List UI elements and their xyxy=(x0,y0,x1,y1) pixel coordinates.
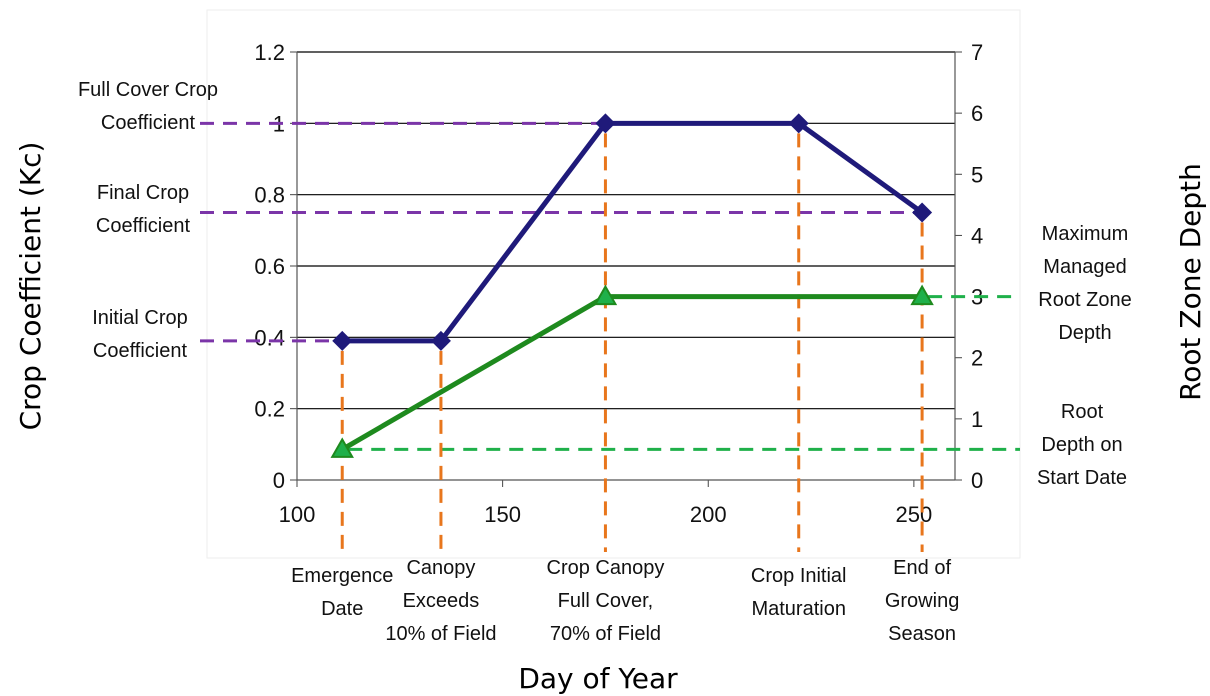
reference-label: Maximum Managed Root Zone Depth xyxy=(1038,223,1131,344)
reference-label-text: Full Cover Crop Coefficient xyxy=(78,79,218,134)
label-line: Date xyxy=(321,598,363,620)
label-line: Emergence xyxy=(291,565,393,587)
y2-axis-title: Root Zone Depth xyxy=(1174,163,1207,401)
label-line: Final Crop xyxy=(97,182,189,204)
label-line: Maturation xyxy=(751,598,846,620)
x-tick-label: 250 xyxy=(896,502,933,527)
label-line: Initial Crop xyxy=(92,307,188,329)
label-line: Crop Initial xyxy=(751,565,847,587)
label-line: Full Cover, xyxy=(558,590,654,612)
annotations: Full Cover Crop Coefficient Final Crop Coef… xyxy=(78,79,1132,645)
label-line: End of xyxy=(893,557,951,579)
label-line: Crop Canopy xyxy=(547,557,665,579)
stage-lines xyxy=(340,133,924,552)
label-line: Coefficient xyxy=(93,340,188,362)
label-line: Managed xyxy=(1043,256,1126,278)
data-point-diamond xyxy=(595,113,616,134)
label-line: Canopy xyxy=(406,557,475,579)
label-line: Coefficient xyxy=(101,112,196,134)
label-line: Coefficient xyxy=(96,215,191,237)
x-axis-title: Day of Year xyxy=(518,662,678,695)
data-point-diamond xyxy=(430,330,451,351)
y-tick-label: 0 xyxy=(273,468,285,493)
label-line: Growing xyxy=(885,590,959,612)
tick-labels: 00.20.40.60.811.201234567100150200250 xyxy=(254,40,983,527)
reference-label: Root Depth on Start Date xyxy=(1037,401,1127,489)
y2-tick-label: 6 xyxy=(971,101,983,126)
label-line: Depth xyxy=(1058,322,1111,344)
reference-label: Initial Crop Coefficient xyxy=(92,307,188,362)
y-tick-label: 0.2 xyxy=(254,397,285,422)
reference-label-text: Root Depth on Start Date xyxy=(1037,401,1127,489)
label-line: 70% of Field xyxy=(550,623,661,645)
data-point-triangle xyxy=(593,284,618,306)
y2-tick-label: 4 xyxy=(971,223,983,248)
stage-label: Canopy Exceeds 10% of Field xyxy=(385,557,496,645)
reference-label: Full Cover Crop Coefficient xyxy=(78,79,218,134)
stage-label: Crop Initial Maturation xyxy=(751,565,847,620)
reference-label-text: Maximum Managed Root Zone Depth xyxy=(1038,223,1131,344)
stage-label: Crop Canopy Full Cover, 70% of Field xyxy=(547,557,665,645)
label-line: Maximum xyxy=(1042,223,1129,245)
data-point-diamond xyxy=(332,330,353,351)
reference-lines xyxy=(200,121,1020,451)
reference-label-text: Final Crop Coefficient xyxy=(96,182,191,237)
y-tick-label: 0.6 xyxy=(254,254,285,279)
y2-tick-label: 5 xyxy=(971,162,983,187)
y2-tick-label: 7 xyxy=(971,40,983,65)
label-line: Depth on xyxy=(1041,434,1122,456)
label-line: Root xyxy=(1061,401,1104,423)
label-line: Full Cover Crop xyxy=(78,79,218,101)
data-point-triangle xyxy=(330,437,354,458)
label-line: 10% of Field xyxy=(385,623,496,645)
reference-label: Final Crop Coefficient xyxy=(96,182,191,237)
y2-tick-label: 1 xyxy=(971,407,983,432)
x-tick-label: 150 xyxy=(484,502,521,527)
y-tick-label: 0.4 xyxy=(254,325,285,350)
label-line: Start Date xyxy=(1037,467,1127,489)
label-line: Season xyxy=(888,623,956,645)
data-point-diamond xyxy=(788,113,809,134)
y-axis-title: Crop Coefficient (Kc) xyxy=(14,142,47,431)
y-tick-label: 1.2 xyxy=(254,40,285,65)
y-tick-label: 0.8 xyxy=(254,183,285,208)
stage-label: End of Growing Season xyxy=(885,557,959,645)
reference-label-text: Initial Crop Coefficient xyxy=(92,307,188,362)
data-series xyxy=(330,113,934,458)
x-tick-label: 100 xyxy=(279,502,316,527)
plot-frame xyxy=(206,9,1021,559)
data-point-diamond xyxy=(912,202,933,223)
label-line: Root Zone xyxy=(1038,289,1131,311)
x-tick-label: 200 xyxy=(690,502,727,527)
label-line: Exceeds xyxy=(403,590,480,612)
data-point-triangle xyxy=(910,284,934,306)
stage-label: Emergence Date xyxy=(291,565,393,620)
y2-tick-label: 2 xyxy=(971,346,983,371)
y2-tick-label: 0 xyxy=(971,468,983,493)
